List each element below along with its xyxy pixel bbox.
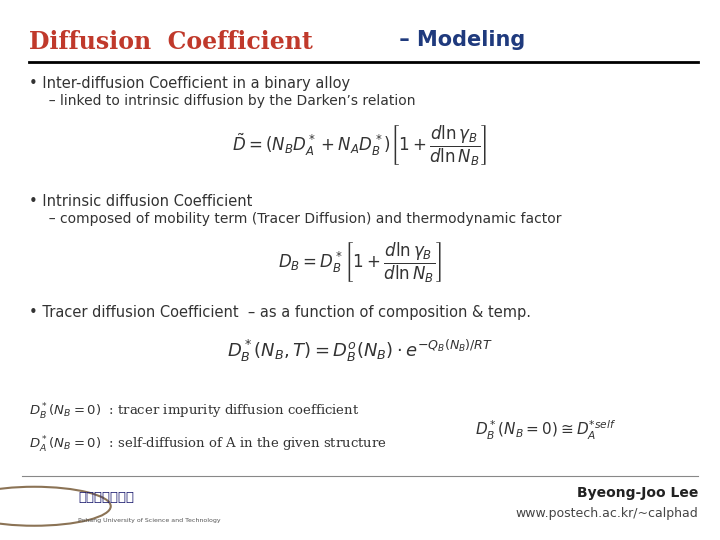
Text: $D_B^*(N_B, T) = D_B^o(N_B) \cdot e^{-Q_B(N_B)/RT}$: $D_B^*(N_B, T) = D_B^o(N_B) \cdot e^{-Q_…	[227, 338, 493, 364]
Text: $D_B = D_B^*\left[1 + \dfrac{d\ln\gamma_B}{d\ln N_B}\right]$: $D_B = D_B^*\left[1 + \dfrac{d\ln\gamma_…	[278, 240, 442, 285]
Text: Byeong-Joo Lee: Byeong-Joo Lee	[577, 486, 698, 500]
Text: $D_B^*(N_B = 0) \cong D_A^{*self}$: $D_B^*(N_B = 0) \cong D_A^{*self}$	[475, 418, 616, 442]
Text: – Modeling: – Modeling	[392, 30, 526, 50]
Text: www.postech.ac.kr/~calphad: www.postech.ac.kr/~calphad	[516, 507, 698, 519]
Text: • Intrinsic diffusion Coefficient: • Intrinsic diffusion Coefficient	[29, 194, 252, 210]
Text: 포항공과대학교: 포항공과대학교	[78, 490, 135, 503]
Text: $\tilde{D} = (N_B D_A^* + N_A D_B^*)\left[1 + \dfrac{d\ln\gamma_B}{d\ln N_B}\rig: $\tilde{D} = (N_B D_A^* + N_A D_B^*)\lef…	[233, 124, 487, 168]
Text: Pohang University of Science and Technology: Pohang University of Science and Technol…	[78, 518, 221, 523]
Text: – composed of mobility term (Tracer Diffusion) and thermodynamic factor: – composed of mobility term (Tracer Diff…	[40, 212, 561, 226]
Text: – linked to intrinsic diffusion by the Darken’s relation: – linked to intrinsic diffusion by the D…	[40, 94, 415, 109]
Text: $D_A^*(N_B = 0)$  : self-diffusion of A in the given structure: $D_A^*(N_B = 0)$ : self-diffusion of A i…	[29, 435, 387, 455]
Text: $D_B^*(N_B = 0)$  : tracer impurity diffusion coefficient: $D_B^*(N_B = 0)$ : tracer impurity diffu…	[29, 402, 359, 422]
Text: • Tracer diffusion Coefficient  – as a function of composition & temp.: • Tracer diffusion Coefficient – as a fu…	[29, 305, 531, 320]
Text: • Inter-diffusion Coefficient in a binary alloy: • Inter-diffusion Coefficient in a binar…	[29, 76, 350, 91]
Text: Diffusion  Coefficient: Diffusion Coefficient	[29, 30, 312, 53]
